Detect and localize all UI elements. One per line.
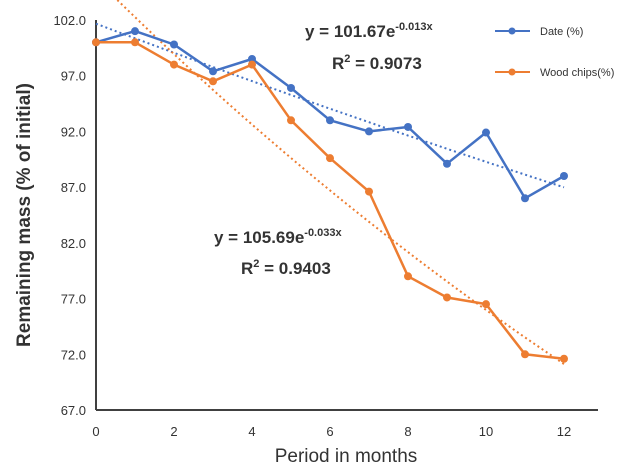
r2-label: R xyxy=(332,54,344,73)
x-tick-label: 2 xyxy=(170,424,177,439)
y-tick-label: 72.0 xyxy=(61,347,86,362)
series-line-date xyxy=(95,29,565,200)
r2-superscript: 2 xyxy=(253,258,259,270)
data-point-date xyxy=(131,27,139,36)
x-tick-label: 6 xyxy=(326,424,333,439)
data-point-date xyxy=(443,159,451,168)
x-axis-title: Period in months xyxy=(275,446,418,465)
data-point-date xyxy=(209,67,217,76)
y-tick-label: 97.0 xyxy=(61,69,86,84)
legend-label-wood-chips: Wood chips(%) xyxy=(540,67,614,79)
legend-label-date: Date (%) xyxy=(540,26,583,38)
trendline-date xyxy=(95,22,565,189)
trendline-wood-chips xyxy=(115,0,565,365)
data-point-date xyxy=(560,172,568,180)
data-point-wood-chips xyxy=(443,293,451,302)
r2-value: = 0.9403 xyxy=(259,259,330,278)
data-point-date xyxy=(248,55,256,63)
data-point-wood-chips xyxy=(209,77,217,86)
legend-marker-date xyxy=(508,27,516,35)
data-point-wood-chips xyxy=(92,38,100,47)
equation-main: y = 105.69e xyxy=(214,228,304,247)
data-point-wood-chips xyxy=(560,354,568,363)
data-point-date xyxy=(521,194,529,203)
r-squared-date: R2 = 0.9073 xyxy=(332,53,422,73)
r2-value: = 0.9073 xyxy=(350,54,421,73)
y-tick-label: 102.0 xyxy=(53,13,86,28)
equation-main: y = 101.67e xyxy=(305,22,395,41)
y-axis-title: Remaining mass (% of initial) xyxy=(14,83,35,347)
y-tick-label: 67.0 xyxy=(61,403,86,418)
x-tick-label: 0 xyxy=(92,424,99,439)
data-point-date xyxy=(170,40,178,49)
legend-item-wood-chips: Wood chips(%) xyxy=(495,67,614,79)
data-point-date xyxy=(326,116,334,125)
r-squared-wood-chips: R2 = 0.9403 xyxy=(241,258,331,278)
y-tick-labels: 102.0 97.0 92.0 87.0 82.0 77.0 72.0 67.0 xyxy=(53,13,86,418)
x-tick-label: 4 xyxy=(248,424,255,439)
equation-exponent: -0.033x xyxy=(304,227,342,239)
data-point-wood-chips xyxy=(365,187,373,196)
legend-marker-wood-chips xyxy=(508,68,516,76)
series-line-wood-chips xyxy=(96,41,565,360)
y-tick-label: 82.0 xyxy=(61,236,86,251)
legend-item-date: Date (%) xyxy=(495,26,583,38)
data-point-wood-chips xyxy=(248,60,256,69)
data-point-wood-chips xyxy=(131,38,139,47)
data-point-date xyxy=(365,127,373,136)
r2-label: R xyxy=(241,259,253,278)
x-tick-label: 8 xyxy=(404,424,411,439)
y-tick-label: 92.0 xyxy=(61,124,86,139)
trendlines xyxy=(95,0,565,365)
data-point-wood-chips xyxy=(170,60,178,69)
trendline-equation-date: y = 101.67e-0.013x xyxy=(305,21,433,41)
y-tick-label: 87.0 xyxy=(61,180,86,195)
x-tick-label: 12 xyxy=(557,424,571,439)
data-point-date xyxy=(287,83,295,92)
equation-exponent: -0.013x xyxy=(395,21,433,33)
trendline-equation-wood-chips: y = 105.69e-0.033x xyxy=(214,227,342,247)
data-point-wood-chips xyxy=(521,350,529,359)
data-point-wood-chips xyxy=(482,300,490,309)
data-point-wood-chips xyxy=(404,272,412,281)
y-tick-label: 77.0 xyxy=(61,292,86,307)
series-lines xyxy=(95,29,565,360)
legend: Date (%) Wood chips(%) xyxy=(495,26,614,79)
x-tick-labels: 0 2 4 6 8 10 12 xyxy=(92,424,571,439)
data-point-date xyxy=(404,122,412,131)
data-point-wood-chips xyxy=(326,154,334,163)
r2-superscript: 2 xyxy=(344,53,350,65)
x-tick-label: 10 xyxy=(479,424,493,439)
data-point-wood-chips xyxy=(287,116,295,125)
series-markers xyxy=(92,27,568,363)
data-point-date xyxy=(482,128,490,137)
axes xyxy=(95,20,598,411)
